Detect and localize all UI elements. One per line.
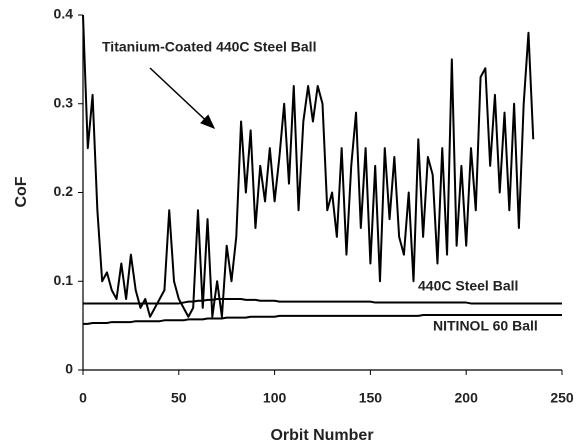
series-label: Titanium-Coated 440C Steel Ball [102,39,316,55]
x-tick-label: 0 [79,390,87,406]
y-tick-label: 0.1 [54,272,74,288]
series-label: 440C Steel Ball [418,278,518,294]
y-tick-label: 0.4 [54,6,74,22]
series-line [82,14,535,318]
x-tick-label: 150 [359,390,383,406]
x-tick-label: 200 [455,390,479,406]
series-label: NITINOL 60 Ball [433,318,538,334]
y-tick-label: 0.2 [54,183,74,199]
x-tick-label: 250 [550,390,574,406]
y-tick-label: 0.3 [54,94,74,110]
x-tick-label: 50 [171,390,187,406]
x-tick-label: 100 [263,390,287,406]
series-line [83,298,562,305]
series-line [83,313,562,325]
annotation-arrow [149,67,216,130]
y-axis-label: CoF [13,176,30,207]
x-axis-label: Orbit Number [270,427,373,444]
y-tick-label: 0 [65,361,73,377]
